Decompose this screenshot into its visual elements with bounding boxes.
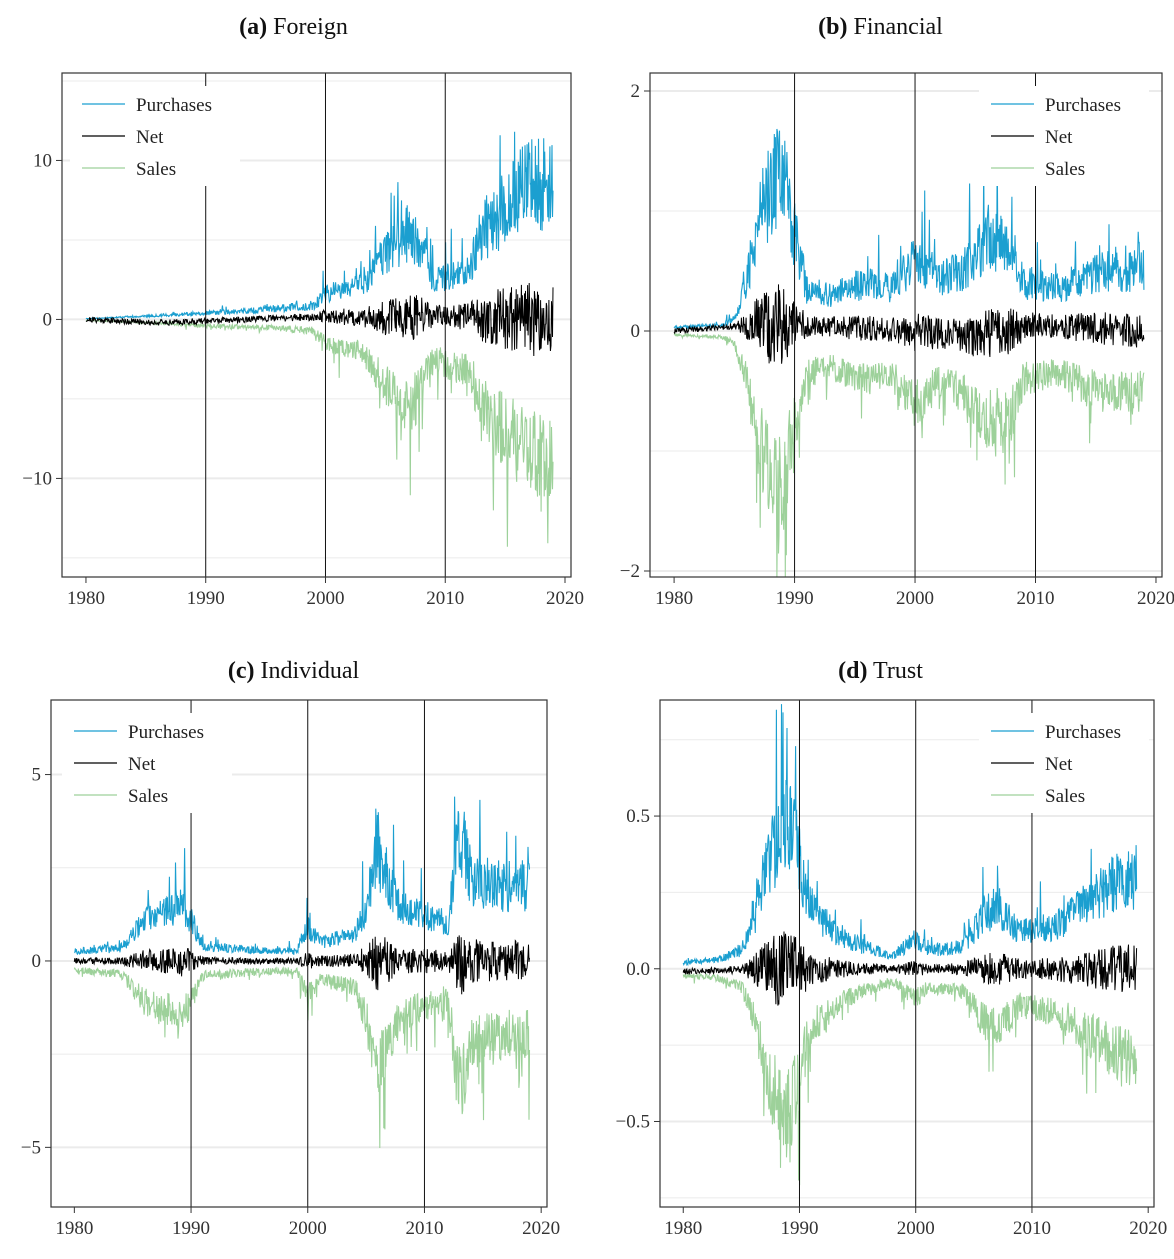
panel-name: Foreign — [273, 14, 348, 40]
plot-frame — [50, 699, 548, 1208]
net-series — [673, 284, 1145, 364]
y-tick-label: 0 — [43, 309, 53, 330]
sales-series — [85, 319, 554, 547]
legend: Purchases Net Sales — [979, 713, 1149, 813]
legend-label: Net — [128, 754, 156, 775]
plot-frame — [659, 699, 1155, 1208]
legend: Purchases Net Sales — [70, 86, 240, 186]
sales-series — [73, 966, 531, 1149]
plot-frame — [61, 72, 572, 578]
panel-foreign: (a) Foreign 1980 1990 2000 2010 2020 −10 0 10 Pu… — [0, 0, 587, 627]
legend: Purchases Net Sales — [979, 86, 1149, 186]
x-tick-label: 1980 — [655, 588, 693, 609]
x-tick-label: 1980 — [67, 588, 105, 609]
y-tick-label: 0.5 — [626, 806, 650, 827]
legend-label: Sales — [1045, 159, 1085, 180]
x-tick-label: 1990 — [172, 1218, 210, 1239]
sales-series — [673, 331, 1145, 578]
financial-chart: 1980 1990 2000 2010 2020 −2 0 2 Purchases Net Sale… — [620, 72, 1174, 609]
panel-title: (b) Financial — [587, 14, 1174, 41]
y-tick-label: 10 — [33, 150, 52, 171]
legend-label: Purchases — [128, 722, 204, 743]
legend-label: Purchases — [1045, 722, 1121, 743]
x-tick-label: 1990 — [776, 588, 814, 609]
x-tick-label: 2000 — [289, 1218, 327, 1239]
purchases-series — [682, 704, 1138, 967]
x-tick-label: 1980 — [664, 1218, 702, 1239]
y-tick-label: 0.0 — [626, 959, 650, 980]
legend-label: Purchases — [1045, 95, 1121, 116]
purchases-series — [85, 131, 554, 320]
x-tick-label: 2000 — [896, 588, 934, 609]
y-tick-label: −0.5 — [616, 1111, 650, 1132]
foreign-chart: 1980 1990 2000 2010 2020 −10 0 10 Purchases Net Sa… — [22, 72, 584, 609]
panel-tag: (b) — [818, 14, 848, 40]
panel-tag: (a) — [239, 14, 268, 40]
x-tick-label: 2020 — [1129, 1218, 1167, 1239]
x-tick-label: 2010 — [1017, 588, 1055, 609]
individual-chart: 1980 1990 2000 2010 2020 −5 0 5 Purchases Net Sale… — [21, 699, 560, 1239]
legend-label: Purchases — [136, 95, 212, 116]
y-tick-label: 2 — [631, 81, 641, 102]
x-tick-label: 2000 — [306, 588, 344, 609]
panel-title: (c) Individual — [0, 658, 587, 685]
panel-name: Trust — [873, 658, 923, 684]
x-tick-label: 1990 — [780, 1218, 818, 1239]
y-tick-label: −10 — [22, 468, 52, 489]
panel-individual: (c) Individual 1980 1990 2000 2010 2020 −5 0 5 P… — [0, 627, 587, 1254]
panel-title: (d) Trust — [587, 658, 1174, 685]
legend-label: Net — [136, 127, 164, 148]
x-tick-label: 1990 — [187, 588, 225, 609]
purchases-series — [74, 796, 531, 956]
y-tick-label: 0 — [32, 951, 42, 972]
panel-name: Individual — [260, 658, 360, 684]
y-tick-label: 0 — [631, 321, 641, 342]
purchases-series — [673, 128, 1145, 331]
legend-label: Net — [1045, 127, 1073, 148]
y-tick-label: −2 — [620, 561, 640, 582]
panel-trust: (d) Trust 1980 1990 2000 2010 2020 −0.5 0.0 0.5… — [587, 627, 1174, 1254]
x-tick-label: 2010 — [1013, 1218, 1051, 1239]
y-tick-label: 5 — [32, 765, 42, 786]
panel-tag: (c) — [227, 658, 255, 684]
x-tick-label: 2020 — [546, 588, 584, 609]
panel-title: (a) Foreign — [0, 14, 587, 41]
net-series — [85, 282, 554, 357]
plot-frame — [649, 72, 1163, 578]
panel-financial: (b) Financial 1980 1990 2000 2010 2020 −2 0 2 Pu… — [587, 0, 1174, 627]
x-tick-label: 2000 — [897, 1218, 935, 1239]
legend-label: Sales — [1045, 786, 1085, 807]
trust-chart: 1980 1990 2000 2010 2020 −0.5 0.0 0.5 Purchases N… — [616, 699, 1167, 1239]
x-tick-label: 2020 — [1137, 588, 1174, 609]
x-tick-label: 2010 — [405, 1218, 443, 1239]
y-tick-label: −5 — [21, 1137, 41, 1158]
legend-label: Sales — [136, 159, 176, 180]
panel-tag: (d) — [838, 658, 868, 684]
net-series — [682, 931, 1138, 1006]
legend: Purchases Net Sales — [62, 713, 232, 813]
x-tick-label: 2020 — [522, 1218, 560, 1239]
x-tick-label: 1980 — [55, 1218, 93, 1239]
x-tick-label: 2010 — [426, 588, 464, 609]
sales-series — [682, 972, 1138, 1186]
net-series — [73, 935, 530, 995]
legend-label: Sales — [128, 786, 168, 807]
panel-name: Financial — [853, 14, 943, 40]
legend-label: Net — [1045, 754, 1073, 775]
